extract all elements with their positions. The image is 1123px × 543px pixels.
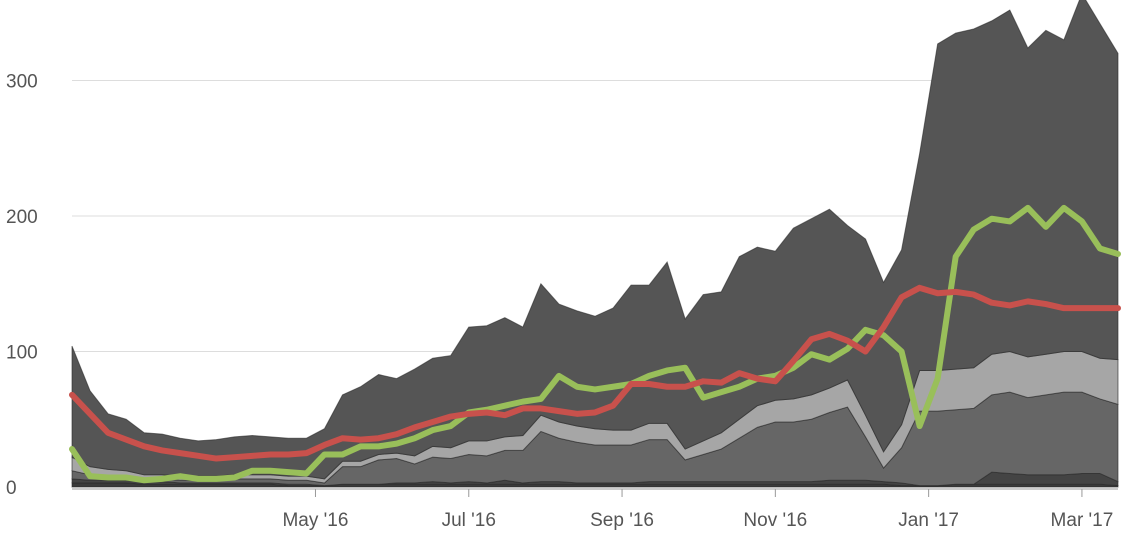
area-series-5 [71,0,1119,480]
y-tick-label: 0 [6,478,17,499]
x-tick-label: Jan '17 [898,510,959,531]
area-series-group [71,0,1119,488]
x-tick-label: Nov '16 [743,510,807,531]
x-tick-label: Sep '16 [590,510,654,531]
line-series-1 [69,204,1121,484]
y-tick-label: 300 [6,72,38,93]
x-tick-label: May '16 [282,510,348,531]
y-tick-label: 200 [6,207,38,228]
x-tick-label: Jul '16 [442,510,496,531]
axes: 0 100 200 300 May '16 Jul '16 Sep '16 Nov '16 Ja… [6,72,1118,531]
line-series-2 [69,284,1121,462]
line-series-group [69,204,1121,484]
x-tick-label: Mar '17 [1051,510,1114,531]
y-tick-label: 100 [6,343,38,364]
